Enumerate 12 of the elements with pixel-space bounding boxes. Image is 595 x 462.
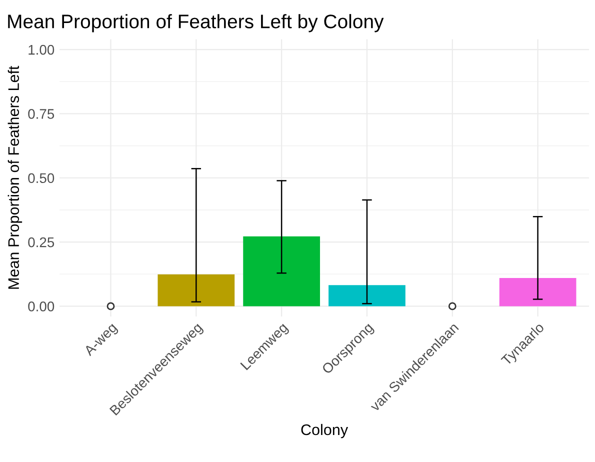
y-tick-label: 0.00: [28, 302, 54, 312]
y-tick-label: 0.75: [28, 109, 54, 119]
bar: [499, 278, 576, 306]
y-axis-title: Mean Proportion of Feathers Left: [8, 66, 22, 289]
bar: [158, 274, 235, 306]
chart-title: Mean Proportion of Feathers Left by Colony: [8, 14, 384, 32]
y-tick-label: 1.00: [28, 44, 54, 55]
y-tick-label: 0.25: [28, 237, 54, 248]
x-axis-title: Colony: [301, 424, 348, 438]
y-tick-label: 0.50: [28, 173, 54, 184]
bar: [243, 236, 320, 306]
bar: [328, 285, 406, 306]
